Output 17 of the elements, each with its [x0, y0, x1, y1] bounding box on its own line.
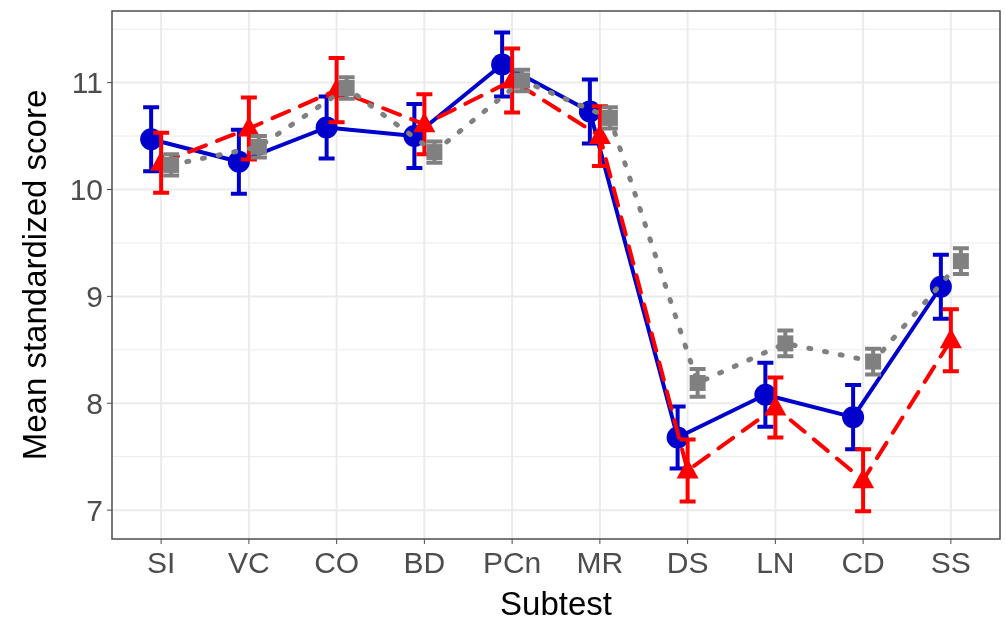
y-tick-label: 10 — [69, 172, 103, 206]
x-axis-title: Subtest — [500, 585, 612, 621]
x-tick-label: MR — [576, 546, 624, 579]
y-tick-label: 8 — [86, 386, 103, 420]
x-tick-label: CO — [314, 546, 360, 579]
x-tick-label: VC — [228, 546, 270, 579]
x-tick-label: LN — [756, 546, 795, 579]
x-tick-label: SS — [930, 546, 971, 579]
y-tick-label: 9 — [86, 279, 103, 313]
x-tick-label: DS — [666, 546, 709, 579]
y-tick-label: 7 — [86, 493, 103, 527]
x-tick-label: CD — [841, 546, 885, 579]
y-tick-label: 11 — [71, 66, 103, 100]
x-tick-label: PCn — [482, 546, 542, 579]
x-tick-label: SI — [146, 546, 176, 579]
y-axis-title: Mean standardized score — [16, 89, 53, 461]
x-tick-label: BD — [403, 546, 446, 579]
